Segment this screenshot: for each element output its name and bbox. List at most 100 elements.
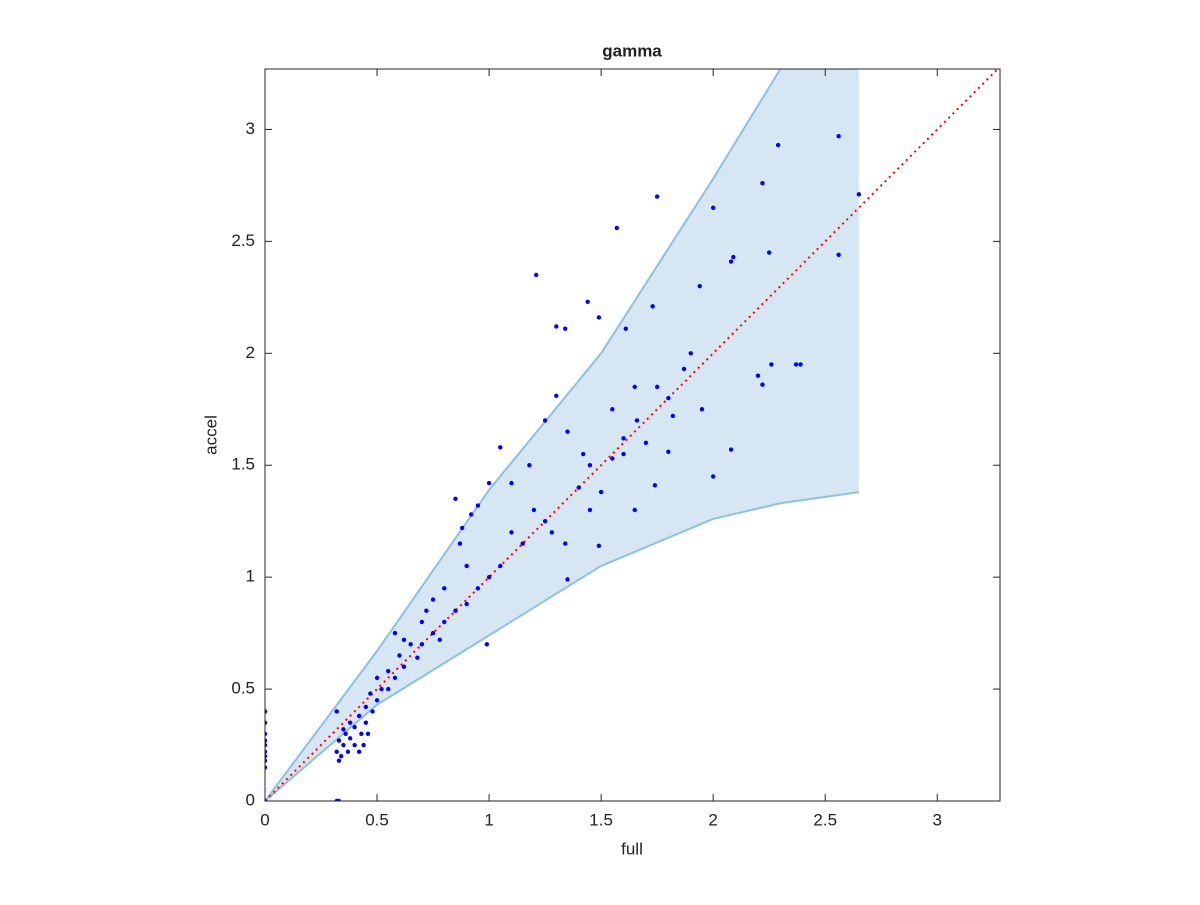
point <box>347 736 353 741</box>
point <box>710 474 716 479</box>
x-axis-label: full <box>621 839 643 858</box>
point <box>576 485 581 490</box>
point <box>632 507 637 513</box>
point <box>856 192 862 197</box>
point <box>731 254 736 260</box>
y-tick-label: 0.5 <box>231 679 255 698</box>
x-tick-label: 2 <box>708 810 717 829</box>
point <box>457 541 463 546</box>
point <box>430 630 436 636</box>
point <box>666 395 671 401</box>
point <box>424 608 429 613</box>
point <box>365 731 371 737</box>
point <box>531 507 537 513</box>
y-tick-label: 1 <box>246 567 255 586</box>
band-edge <box>265 491 859 801</box>
point <box>533 272 539 278</box>
point <box>563 326 568 331</box>
point <box>836 133 841 139</box>
point <box>654 384 660 390</box>
x-tick-label: 2.5 <box>813 810 837 829</box>
point <box>509 530 514 535</box>
point <box>688 351 693 356</box>
point <box>352 742 357 748</box>
point <box>401 664 407 669</box>
y-tick-label: 2 <box>246 343 255 362</box>
point <box>368 691 373 696</box>
point <box>386 668 391 674</box>
point <box>341 727 346 732</box>
point <box>775 142 781 148</box>
point <box>374 698 380 703</box>
point <box>265 758 268 763</box>
point <box>710 205 716 210</box>
point <box>542 518 548 524</box>
y-tick-label: 0 <box>246 790 255 809</box>
point <box>614 225 620 231</box>
point <box>563 541 568 546</box>
point <box>265 720 268 725</box>
axes-box <box>264 68 1001 802</box>
point <box>468 512 474 517</box>
point <box>361 742 366 748</box>
point <box>430 597 436 602</box>
point <box>379 686 384 692</box>
point <box>554 393 559 399</box>
x-tick-label: 0 <box>260 810 269 829</box>
point <box>769 362 774 367</box>
point <box>766 250 772 255</box>
point <box>265 765 268 770</box>
point <box>596 543 602 549</box>
point <box>419 619 425 625</box>
y-axis-label: accel <box>201 415 220 455</box>
point <box>670 413 676 419</box>
chart-title: gamma <box>602 41 662 60</box>
point <box>356 713 362 719</box>
point <box>336 758 342 763</box>
point <box>343 731 348 737</box>
point <box>527 463 532 468</box>
point <box>699 407 705 412</box>
reference-line <box>265 69 1000 801</box>
point <box>453 608 458 613</box>
point <box>363 704 369 710</box>
point <box>596 315 602 320</box>
point <box>486 480 492 486</box>
point <box>265 749 268 754</box>
point <box>598 489 604 495</box>
point <box>623 326 628 331</box>
point <box>621 451 626 457</box>
point <box>356 749 362 754</box>
point <box>401 637 407 643</box>
point <box>437 637 442 643</box>
point <box>632 384 637 390</box>
point <box>652 483 658 488</box>
point <box>363 720 369 725</box>
point <box>587 507 593 513</box>
point <box>836 252 841 257</box>
point <box>338 754 344 759</box>
y-tick-label: 2.5 <box>231 231 255 250</box>
point <box>498 563 503 569</box>
band-edge <box>265 69 782 801</box>
point <box>650 304 655 309</box>
point <box>392 675 398 681</box>
point <box>464 563 469 569</box>
point <box>334 709 339 714</box>
point <box>475 586 481 591</box>
point <box>359 731 364 737</box>
point <box>265 738 268 743</box>
point <box>392 630 398 636</box>
point <box>565 429 570 434</box>
point <box>520 541 525 546</box>
point <box>386 686 391 692</box>
point <box>542 418 548 423</box>
point <box>581 451 586 457</box>
point <box>554 324 559 329</box>
point <box>610 456 615 461</box>
x-tick-label: 0.5 <box>365 810 389 829</box>
point <box>654 194 660 199</box>
point <box>453 496 458 501</box>
point <box>486 574 492 580</box>
